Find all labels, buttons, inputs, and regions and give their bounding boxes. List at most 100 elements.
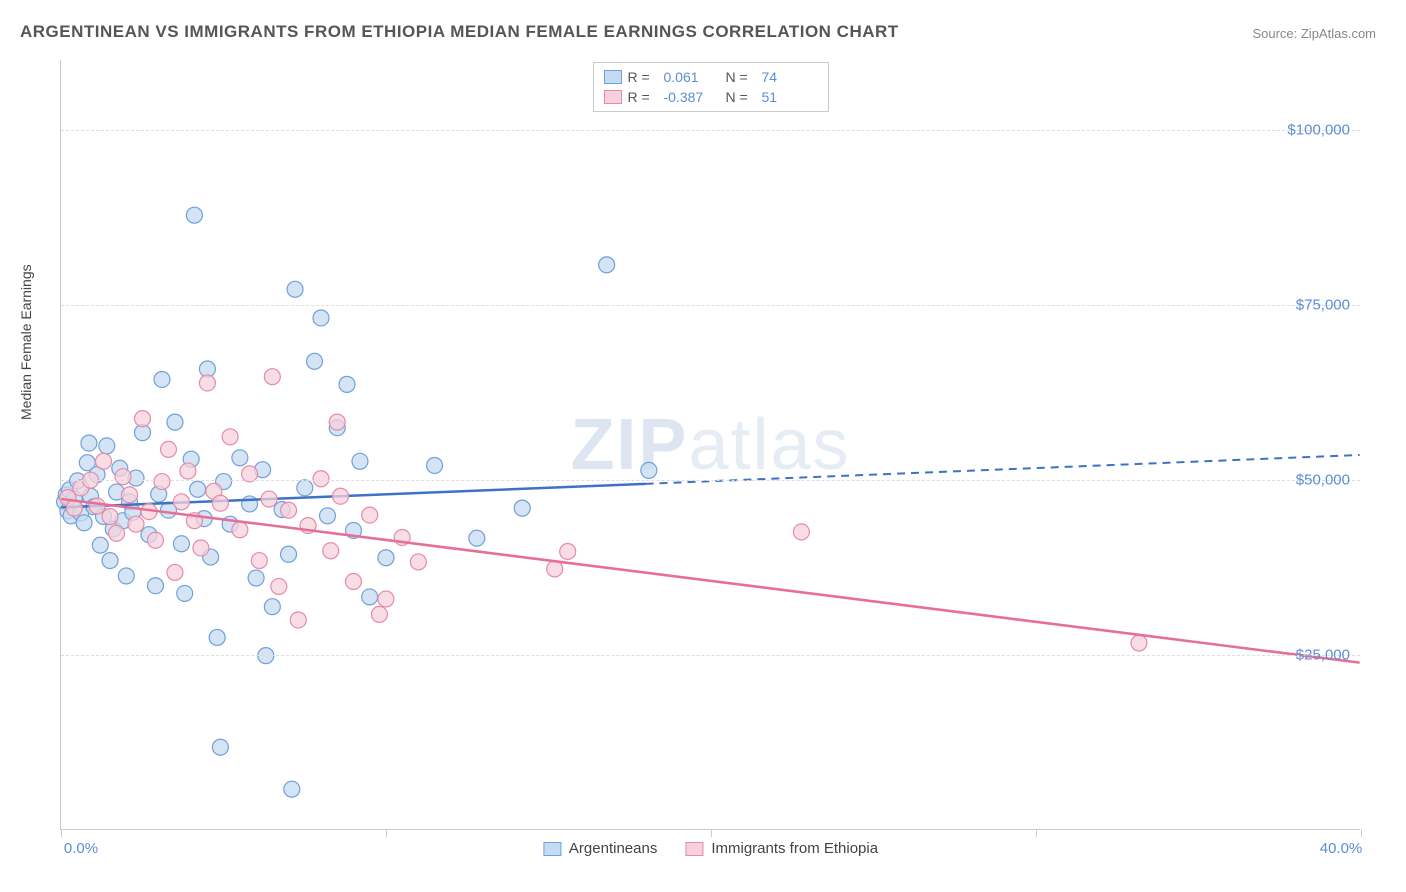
data-point — [287, 281, 303, 297]
x-tick — [711, 829, 712, 837]
data-point — [122, 487, 138, 503]
data-point — [147, 532, 163, 548]
gridline-h — [61, 655, 1360, 656]
data-point — [1131, 635, 1147, 651]
y-tick-label: $75,000 — [1296, 297, 1350, 314]
data-point — [154, 371, 170, 387]
data-point — [793, 524, 809, 540]
data-point — [115, 469, 131, 485]
data-point — [514, 500, 530, 516]
data-point — [160, 441, 176, 457]
data-point — [173, 536, 189, 552]
x-tick — [61, 829, 62, 837]
data-point — [313, 310, 329, 326]
data-point — [193, 540, 209, 556]
data-point — [362, 507, 378, 523]
data-point — [89, 498, 105, 514]
data-point — [281, 546, 297, 562]
y-tick-label: $50,000 — [1296, 472, 1350, 489]
data-point — [242, 496, 258, 512]
data-point — [99, 438, 115, 454]
data-point — [469, 530, 485, 546]
data-point — [212, 739, 228, 755]
data-point — [190, 481, 206, 497]
data-point — [332, 488, 348, 504]
data-point — [352, 453, 368, 469]
data-point — [128, 516, 144, 532]
data-point — [81, 435, 97, 451]
data-point — [109, 525, 125, 541]
data-point — [560, 543, 576, 559]
legend-swatch-bottom-0 — [543, 842, 561, 856]
plot-svg — [61, 60, 1360, 829]
data-point — [339, 376, 355, 392]
source-label: Source: ZipAtlas.com — [1252, 26, 1376, 41]
data-point — [92, 537, 108, 553]
data-point — [371, 606, 387, 622]
data-point — [378, 591, 394, 607]
data-point — [186, 207, 202, 223]
data-point — [599, 257, 615, 273]
data-point — [290, 612, 306, 628]
data-point — [264, 599, 280, 615]
x-tick — [1361, 829, 1362, 837]
chart-title: ARGENTINEAN VS IMMIGRANTS FROM ETHIOPIA … — [20, 22, 899, 42]
y-axis-label: Median Female Earnings — [18, 264, 34, 420]
data-point — [427, 457, 443, 473]
legend-item-0: Argentineans — [543, 840, 657, 857]
data-point — [271, 578, 287, 594]
data-point — [199, 375, 215, 391]
data-point — [177, 585, 193, 601]
data-point — [547, 561, 563, 577]
x-max-label: 40.0% — [1320, 840, 1363, 857]
data-point — [307, 353, 323, 369]
data-point — [96, 453, 112, 469]
data-point — [232, 450, 248, 466]
data-point — [410, 554, 426, 570]
data-point — [251, 553, 267, 569]
gridline-h — [61, 305, 1360, 306]
data-point — [345, 574, 361, 590]
data-point — [167, 414, 183, 430]
data-point — [313, 471, 329, 487]
x-tick — [1036, 829, 1037, 837]
data-point — [222, 429, 238, 445]
data-point — [297, 480, 313, 496]
data-point — [261, 491, 277, 507]
data-point — [102, 553, 118, 569]
data-point — [134, 411, 150, 427]
data-point — [180, 463, 196, 479]
x-tick — [386, 829, 387, 837]
x-min-label: 0.0% — [64, 840, 98, 857]
data-point — [173, 494, 189, 510]
data-point — [320, 508, 336, 524]
data-point — [323, 543, 339, 559]
data-point — [154, 474, 170, 490]
data-point — [147, 578, 163, 594]
data-point — [281, 502, 297, 518]
gridline-h — [61, 480, 1360, 481]
data-point — [264, 369, 280, 385]
data-point — [641, 462, 657, 478]
y-tick-label: $100,000 — [1287, 122, 1350, 139]
data-point — [118, 568, 134, 584]
legend-label-1: Immigrants from Ethiopia — [711, 840, 878, 857]
legend-label-0: Argentineans — [569, 840, 657, 857]
gridline-h — [61, 130, 1360, 131]
data-point — [209, 629, 225, 645]
data-point — [362, 589, 378, 605]
legend-swatch-bottom-1 — [685, 842, 703, 856]
data-point — [212, 495, 228, 511]
data-point — [167, 564, 183, 580]
data-point — [329, 414, 345, 430]
series-legend: Argentineans Immigrants from Ethiopia — [543, 840, 878, 857]
data-point — [284, 781, 300, 797]
data-point — [76, 515, 92, 531]
legend-item-1: Immigrants from Ethiopia — [685, 840, 878, 857]
data-point — [378, 550, 394, 566]
y-tick-label: $25,000 — [1296, 647, 1350, 664]
data-point — [248, 570, 264, 586]
chart-plot-area: ZIPatlas R = 0.061 N = 74 R = -0.387 N =… — [60, 60, 1360, 830]
data-point — [232, 522, 248, 538]
data-point — [102, 509, 118, 525]
